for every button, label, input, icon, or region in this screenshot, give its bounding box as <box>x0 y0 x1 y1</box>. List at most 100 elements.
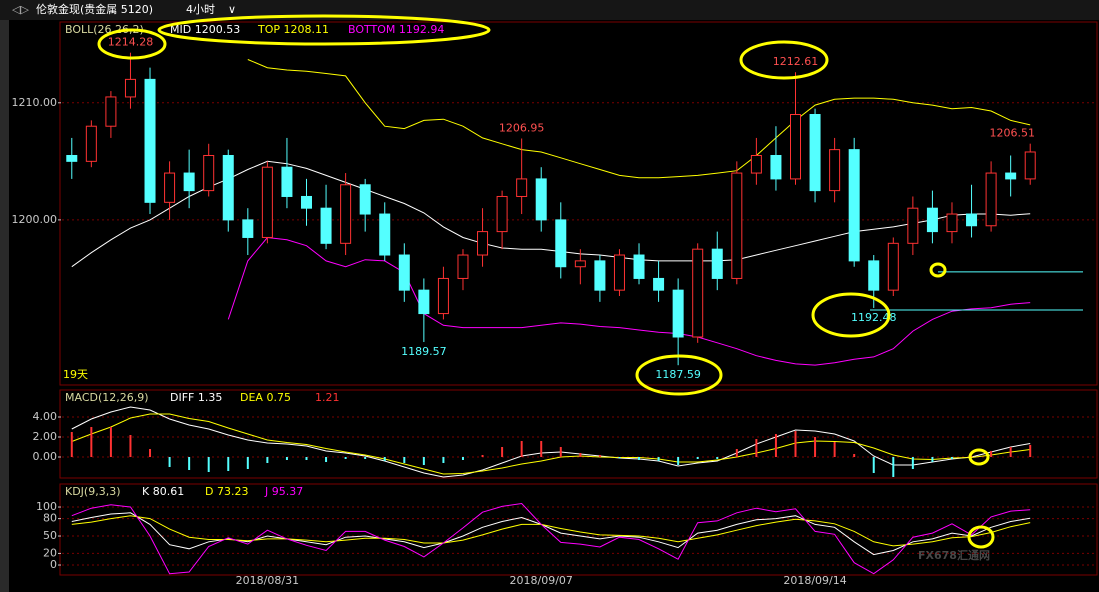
highlight <box>967 525 995 549</box>
candle-body <box>379 213 391 256</box>
candle-body <box>848 149 860 262</box>
y-tick-label: 100 <box>36 500 57 513</box>
highlight <box>739 40 829 80</box>
price-annotation: 1192.48 <box>851 311 897 324</box>
y-tick-label: 4.00 <box>33 410 58 423</box>
legend-name: K <box>142 485 150 498</box>
y-tick-label: 1210.00 <box>12 96 58 109</box>
candle-body <box>496 195 508 233</box>
candle-body <box>301 195 312 209</box>
candle-body <box>653 277 665 291</box>
price-annotation: 1189.57 <box>401 345 447 358</box>
candle-body <box>711 248 723 279</box>
legend-name: BOTTOM <box>348 23 395 36</box>
candle-body <box>359 184 371 215</box>
legend-value: 95.37 <box>272 485 304 498</box>
plot <box>62 502 1097 575</box>
candle-body <box>613 254 625 291</box>
candle-body <box>203 154 215 192</box>
y-tick-label: 0 <box>50 558 57 571</box>
legend-entry: BOTTOM 1192.94 <box>348 23 444 36</box>
period-arrow[interactable]: ∨ <box>228 3 236 16</box>
y-tick-label: 50 <box>43 529 57 542</box>
candle-body <box>868 260 880 291</box>
legend-entry: J 95.37 <box>264 485 303 498</box>
series-line <box>71 502 1031 575</box>
watermark: FX678汇通网 <box>918 549 990 562</box>
legend-entry: MID 1200.53 <box>170 23 240 36</box>
y-tick-label: 20 <box>43 546 57 559</box>
legend-entry: DIFF 1.35 <box>170 391 222 404</box>
legend-name: DEA <box>240 391 263 404</box>
candle-body <box>124 78 136 98</box>
back-icon[interactable]: ◁▷ <box>12 3 29 16</box>
side-strip <box>0 20 9 592</box>
highlight <box>635 354 723 396</box>
series-line <box>71 406 1031 478</box>
legend-entry: D 73.23 <box>205 485 248 498</box>
candle-body <box>985 172 997 227</box>
legend-value: 1.21 <box>315 391 340 404</box>
legend-name: DIFF <box>170 391 194 404</box>
legend-value: 1200.53 <box>195 23 241 36</box>
price-annotation: 1212.61 <box>773 55 819 68</box>
candle-body <box>418 289 430 315</box>
price-annotation: 1187.59 <box>655 368 701 381</box>
highlight <box>97 28 167 60</box>
candle-body <box>829 149 841 192</box>
candle-body <box>594 260 606 291</box>
candle-body <box>105 96 117 127</box>
legend-name: MID <box>170 23 191 36</box>
candle-body <box>633 254 645 279</box>
x-tick-label: 2018/08/31 <box>236 574 299 587</box>
x-tick-label: 2018/09/07 <box>510 574 573 587</box>
series-line <box>71 413 1031 475</box>
panel-frame <box>59 483 1098 576</box>
plot <box>62 406 1097 478</box>
candle-body <box>770 154 782 180</box>
candle-body <box>437 277 449 315</box>
candle-body <box>144 78 156 203</box>
candle-body <box>281 166 293 197</box>
candle-body <box>340 184 352 244</box>
candle-body <box>477 231 489 256</box>
candle-body <box>966 213 978 227</box>
panel-title: MACD(12,26,9) <box>65 391 149 404</box>
series-line <box>247 59 1031 179</box>
candle-body <box>809 114 821 192</box>
symbol: 伦敦金现(贵金属 5120) <box>36 2 153 16</box>
legend-entry: 1.21 <box>315 391 340 404</box>
series-line <box>227 236 1031 366</box>
candle-body <box>750 154 762 174</box>
period[interactable]: 4小时 <box>186 3 215 16</box>
legend-entry: DEA 0.75 <box>240 391 291 404</box>
candle-body <box>242 219 254 238</box>
highlight <box>157 14 491 46</box>
candle-body <box>907 207 919 244</box>
candle-body <box>261 166 273 238</box>
highlight <box>968 448 990 466</box>
candle-body <box>887 242 899 291</box>
highlights <box>97 14 995 549</box>
y-tick-label: 80 <box>43 512 57 525</box>
legend-entry: K 80.61 <box>142 485 184 498</box>
candle-body <box>555 219 567 268</box>
candle-body <box>692 248 704 338</box>
legend-entry: TOP 1208.11 <box>257 23 329 36</box>
candle-body <box>672 289 684 338</box>
panel-title: BOLL(26,26,2) <box>65 23 144 36</box>
candle-body <box>926 207 938 233</box>
legend-value: 1192.94 <box>399 23 445 36</box>
panel-title: KDJ(9,3,3) <box>65 485 121 498</box>
plot <box>62 52 1097 366</box>
candle-body <box>731 172 743 279</box>
candle-body <box>946 213 958 233</box>
legend-name: D <box>205 485 213 498</box>
candle-body <box>183 172 195 192</box>
candle-body <box>574 260 586 268</box>
legend-value: 1.35 <box>198 391 223 404</box>
candle-body <box>535 178 547 221</box>
price-annotation: 1206.51 <box>989 127 1035 140</box>
